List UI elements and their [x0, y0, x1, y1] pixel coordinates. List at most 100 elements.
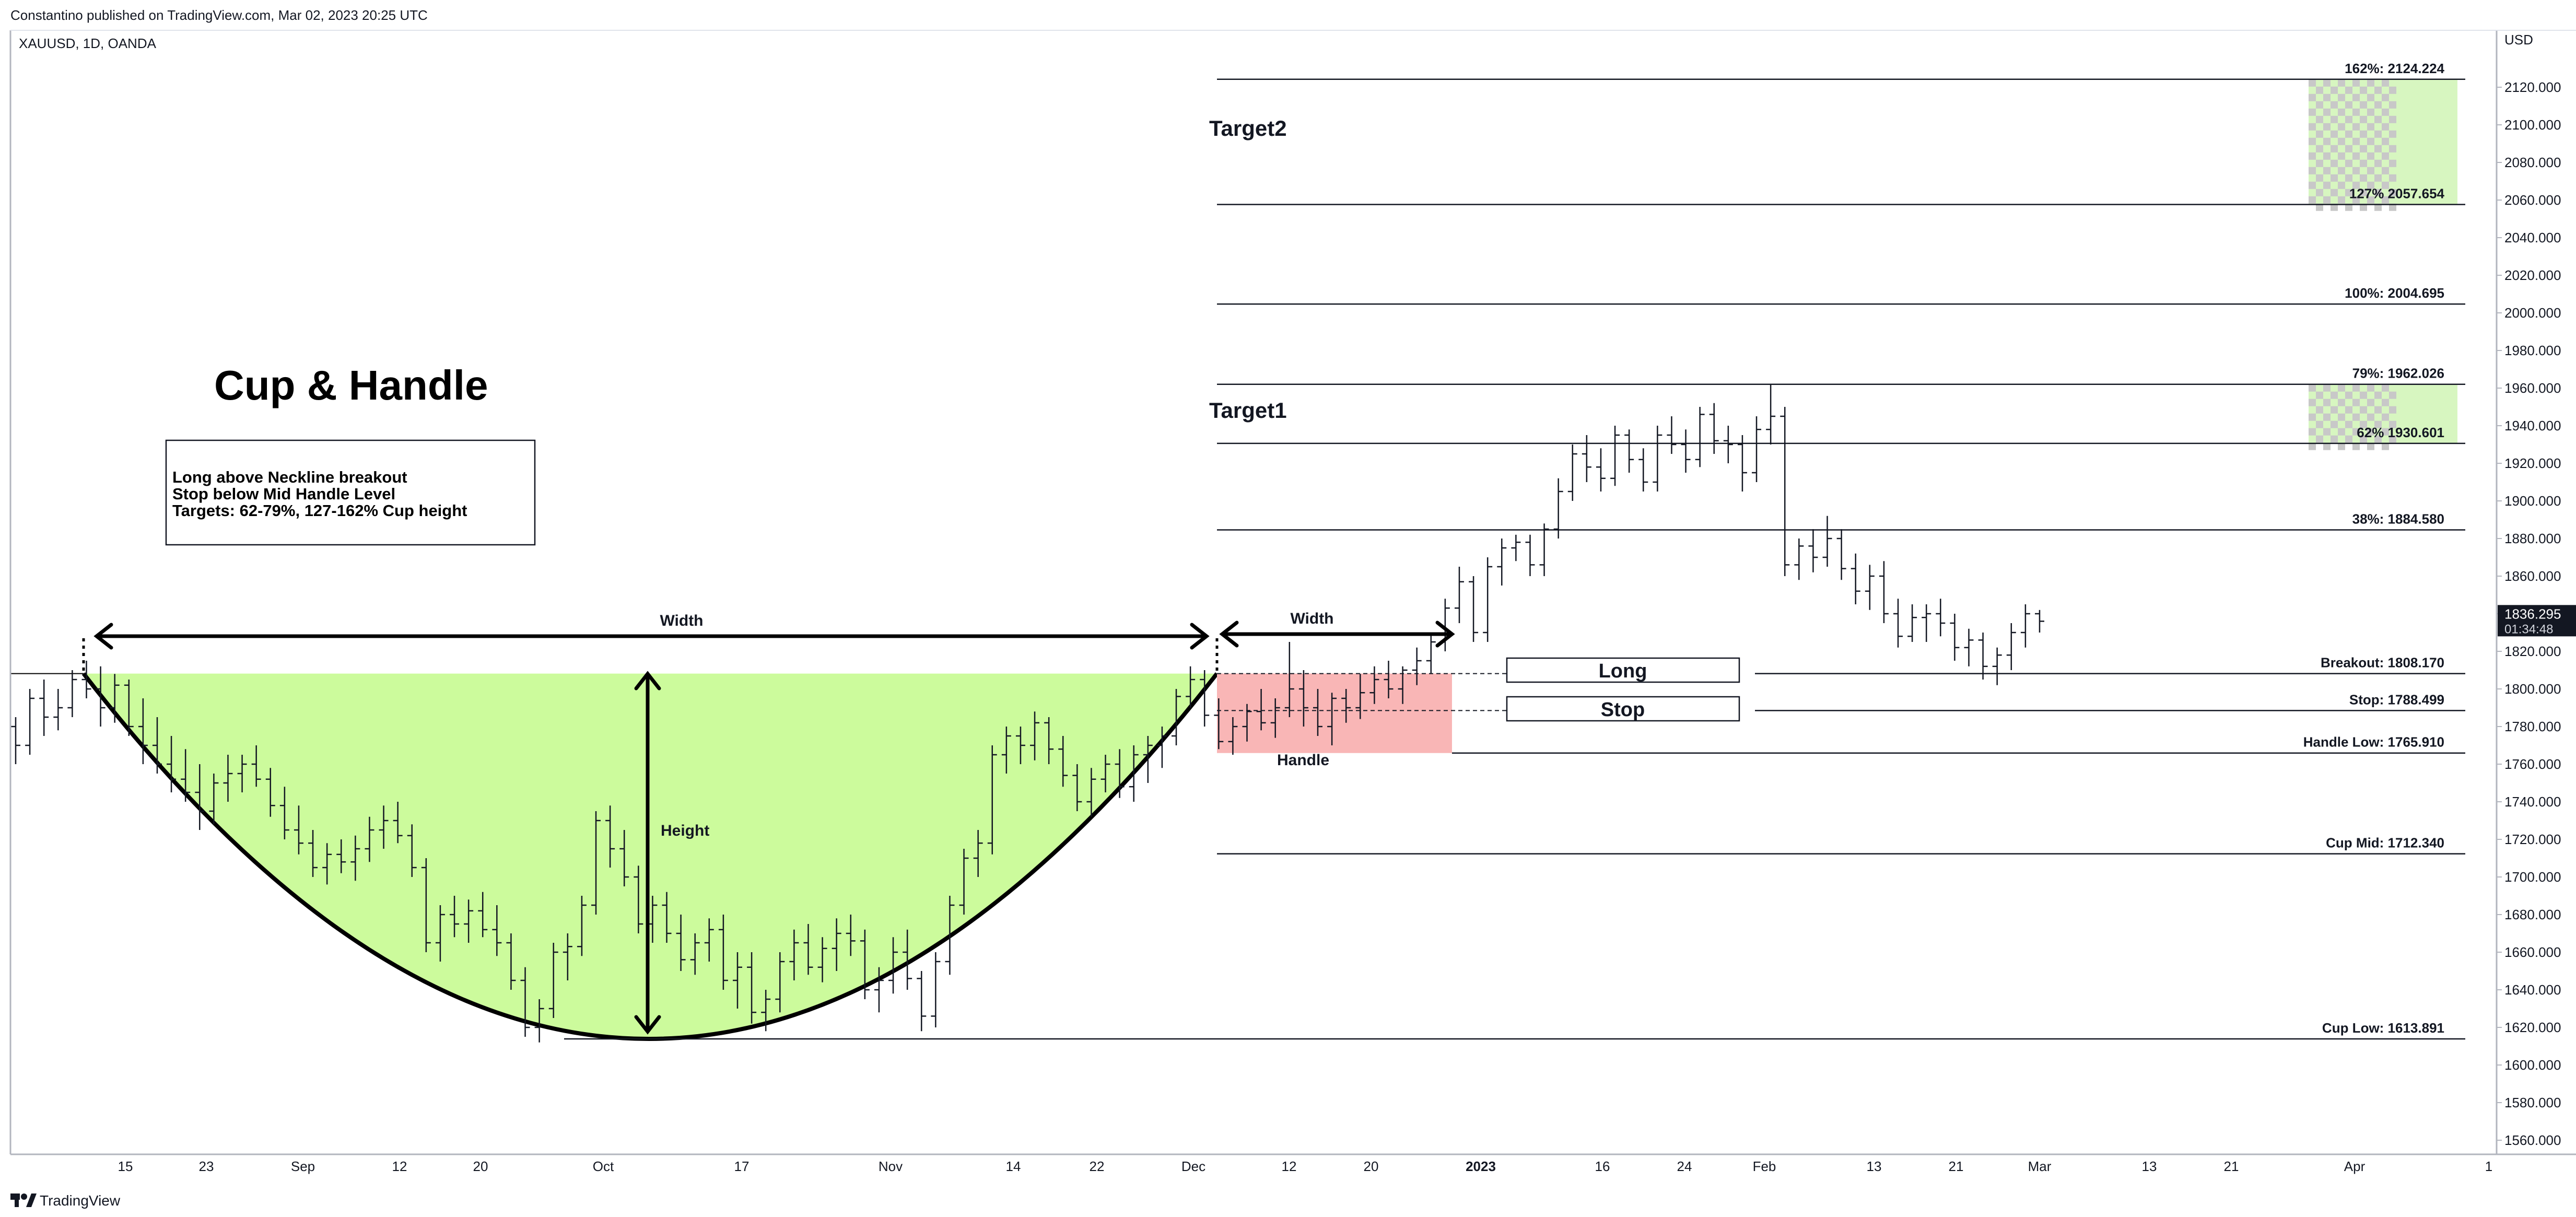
- target2-zone-cell: [2360, 145, 2367, 153]
- ohlc-bar: [1709, 403, 1719, 454]
- cup-height-arrow-head: [634, 1015, 661, 1035]
- target2-zone-cell: [2374, 86, 2382, 94]
- level-label-5: 38%: 1884.580: [2352, 511, 2444, 527]
- logo-slash: [26, 1193, 37, 1207]
- target1-zone-cell: [2389, 420, 2396, 428]
- target2-zone-cell: [2367, 152, 2374, 160]
- x-tick-label: Feb: [1753, 1159, 1776, 1174]
- ohlc-bar: [1412, 647, 1422, 685]
- ohlc-bar: [917, 971, 927, 1032]
- y-tick-label: 1880.000: [2504, 531, 2561, 546]
- ohlc-bar: [1086, 768, 1096, 817]
- ohlc-bar: [1355, 674, 1365, 719]
- ohlc-bar: [1497, 539, 1507, 586]
- target2-zone-cell: [2389, 189, 2396, 196]
- ohlc-bar: [1992, 647, 2002, 685]
- target2-zone-cell: [2338, 79, 2345, 87]
- ohlc-bar: [81, 661, 91, 698]
- ohlc-bar: [209, 774, 219, 825]
- ohlc-bar: [1525, 534, 1535, 576]
- x-tick-label: Nov: [879, 1159, 903, 1174]
- ohlc-bar: [973, 830, 983, 877]
- cup-height-label: Height: [661, 822, 709, 839]
- level-label-7: Stop: 1788.499: [2349, 692, 2444, 707]
- time-axis[interactable]: 15 23 Sep 12 20 Oct 17 Nov 14 22 Dec 12 20 2023 16 24 Fe…: [118, 1159, 2493, 1174]
- stop-box: [1506, 696, 1740, 722]
- x-tick-label: 24: [1677, 1159, 1692, 1174]
- target2-zone-cell: [2309, 79, 2316, 87]
- ohlc-bar: [1610, 426, 1620, 486]
- target2-zone-cell: [2323, 196, 2331, 204]
- target2-zone-cell: [2338, 123, 2345, 131]
- logo-dot: [21, 1193, 27, 1200]
- target1-zone-cell: [2389, 406, 2396, 414]
- ohlc-bar: [506, 933, 516, 990]
- ohlc-bar: [492, 905, 502, 956]
- y-tick-label: 1580.000: [2504, 1095, 2561, 1110]
- ohlc-bar: [1752, 416, 1762, 482]
- x-tick-label: 21: [1949, 1159, 1964, 1174]
- target1-zone-cell: [2352, 428, 2360, 436]
- target2-zone-cell: [2374, 189, 2382, 196]
- y-tick-label: 2040.000: [2504, 230, 2561, 245]
- ohlc-bar: [407, 824, 417, 877]
- ohlc-bar: [152, 717, 162, 774]
- x-tick-label: 13: [1867, 1159, 1882, 1174]
- x-tick-label: 22: [1090, 1159, 1105, 1174]
- target2-zone: [2309, 79, 2457, 211]
- target1-zone-cell: [2382, 384, 2389, 392]
- ohlc-bar: [761, 990, 771, 1032]
- x-tick-label: 14: [1006, 1159, 1021, 1174]
- fib-levels: 162%: 2124.224 127% 2057.654 100%: 2004.69…: [564, 61, 2465, 1040]
- y-tick-label: 2100.000: [2504, 117, 2561, 133]
- handle-width-arrow-head: [1435, 621, 1455, 648]
- target1-zone-cell: [2367, 428, 2374, 436]
- y-tick-label: 1780.000: [2504, 719, 2561, 734]
- ohlc-bar: [110, 674, 120, 723]
- ohlc-bar: [987, 745, 997, 855]
- target2-zone-cell: [2382, 79, 2389, 87]
- x-tick-label: 17: [734, 1159, 750, 1174]
- target1-zone-cell: [2338, 442, 2345, 450]
- level-label-9: Cup Mid: 1712.340: [2326, 835, 2444, 851]
- target2-zone-cell: [2323, 181, 2331, 189]
- ohlc-bar: [1808, 529, 1818, 572]
- last-price-label: 1836.295: [2504, 606, 2561, 622]
- ohlc-bar: [1129, 745, 1139, 802]
- ohlc-bar: [832, 918, 841, 971]
- target2-zone-cell: [2323, 93, 2331, 101]
- ohlc-bar: [1384, 661, 1394, 698]
- x-tick-label: 23: [199, 1159, 214, 1174]
- symbol-label: XAUUSD, 1D, OANDA: [19, 36, 157, 51]
- target2-zone-cell: [2389, 130, 2396, 138]
- target1-zone-cell: [2345, 406, 2352, 414]
- target1-zone-cell: [2382, 428, 2389, 436]
- target2-zone-cell: [2360, 86, 2367, 94]
- target1-zone-cell: [2309, 413, 2316, 421]
- target2-zone-cell: [2331, 101, 2338, 109]
- target1-zone-cell: [2331, 406, 2338, 414]
- ohlc-bar: [322, 843, 332, 885]
- y-tick-label: 1760.000: [2504, 756, 2561, 772]
- ohlc-bar: [1539, 523, 1549, 576]
- target1-zone-cell: [2338, 428, 2345, 436]
- ohlc-bar: [1426, 633, 1436, 674]
- price-axis[interactable]: USD 1560.000 1580.000 1600.000 1620.000 1640.…: [2497, 32, 2576, 1148]
- target2-zone-cell: [2323, 123, 2331, 131]
- ohlc-bar: [1327, 693, 1337, 745]
- target2-zone-cell: [2374, 174, 2382, 182]
- target2-zone-cell: [2352, 123, 2360, 131]
- target2-zone-cell: [2345, 203, 2352, 211]
- ohlc-bar: [1172, 689, 1181, 745]
- y-tick-label: 1740.000: [2504, 794, 2561, 810]
- ohlc-bar: [1950, 614, 1960, 661]
- target2-zone-cell: [2309, 93, 2316, 101]
- target1-zone-cell: [2374, 391, 2382, 399]
- y-tick-label: 1700.000: [2504, 869, 2561, 885]
- ohlc-bar: [1072, 764, 1082, 811]
- target2-zone-cell: [2316, 174, 2323, 182]
- target1-zone-cell: [2323, 413, 2331, 421]
- y-tick-label: 1820.000: [2504, 643, 2561, 659]
- ohlc-bar: [747, 952, 757, 1024]
